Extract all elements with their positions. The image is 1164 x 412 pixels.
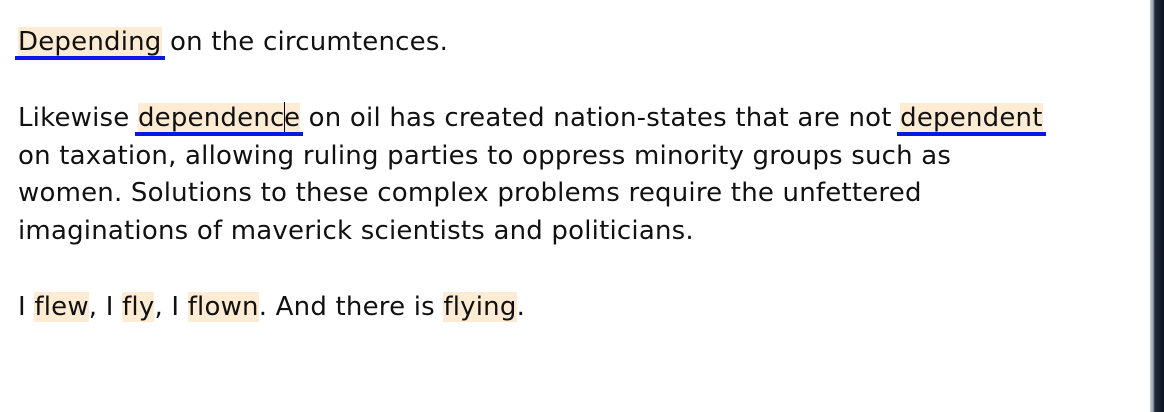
text-run: . And there is — [258, 292, 444, 322]
highlighted-word-depending[interactable]: Depending — [18, 27, 162, 57]
paragraph-2-line-1: Likewise dependence on oil has created n… — [18, 101, 1043, 135]
text-run: . — [516, 292, 526, 322]
paragraph-2-line-3: women. Solutions to these complex proble… — [18, 178, 922, 208]
text-caret — [283, 102, 285, 132]
text-run: on the circumtences. — [161, 27, 449, 57]
highlighted-word-fly[interactable]: fly — [122, 292, 155, 322]
text-run: , I — [154, 292, 188, 322]
word-part: e — [284, 103, 301, 133]
word-part: dependenc — [137, 103, 285, 133]
paragraph-2-line-2: on taxation, allowing ruling parties to … — [18, 141, 952, 171]
highlighted-word-flew[interactable]: flew — [34, 292, 89, 322]
highlighted-word-dependence[interactable]: dependence — [137, 102, 301, 133]
text-run: I — [18, 292, 35, 322]
text-run: Likewise — [18, 103, 138, 133]
text-run: on oil has created nation-states that ar… — [300, 103, 901, 133]
highlighted-word-dependent[interactable]: dependent — [900, 103, 1043, 133]
highlighted-word-flown[interactable]: flown — [187, 292, 259, 322]
text-run: , I — [88, 292, 123, 322]
paragraph-3-line: I flew, I fly, I flown. And there is fly… — [18, 290, 525, 324]
paragraph-2-line-4: imaginations of maverick scientists and … — [18, 216, 694, 246]
paragraph-1-line: Depending on the circumtences. — [18, 25, 448, 59]
window-edge — [1150, 0, 1164, 412]
highlighted-word-flying[interactable]: flying — [443, 292, 517, 322]
